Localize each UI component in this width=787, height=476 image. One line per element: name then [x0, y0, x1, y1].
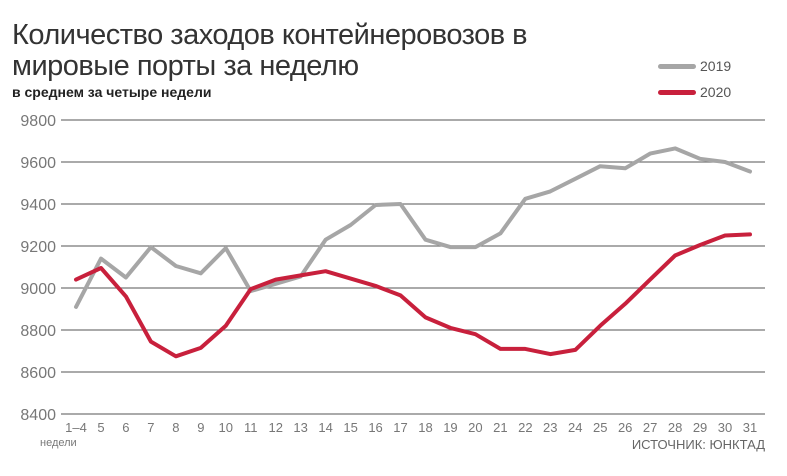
x-tick-label: 12: [268, 420, 282, 435]
x-tick-label: 21: [493, 420, 507, 435]
x-tick-label: 25: [593, 420, 607, 435]
y-tick-label: 9000: [20, 281, 56, 298]
x-tick-label: 26: [618, 420, 632, 435]
x-tick-label: 27: [643, 420, 657, 435]
y-tick-label: 9200: [20, 239, 56, 256]
y-tick-label: 8800: [20, 323, 56, 340]
x-tick-label: 6: [122, 420, 129, 435]
y-tick-label: 9400: [20, 197, 56, 214]
x-tick-label: 23: [543, 420, 557, 435]
x-tick-label: 7: [147, 420, 154, 435]
x-tick-label: 13: [293, 420, 307, 435]
legend-label: 2019: [700, 58, 732, 74]
x-tick-label: 5: [97, 420, 104, 435]
y-tick-label: 8600: [20, 365, 56, 382]
x-tick-label: 20: [468, 420, 482, 435]
legend-label: 2020: [700, 84, 732, 100]
x-tick-label: 15: [343, 420, 357, 435]
x-tick-label: 30: [718, 420, 732, 435]
legend-item-2019: 2019: [658, 58, 731, 74]
x-tick-label: 17: [393, 420, 407, 435]
legend-swatch-2019: [658, 63, 696, 69]
x-tick-label: 29: [693, 420, 707, 435]
x-tick-label: 14: [318, 420, 332, 435]
x-tick-label: 10: [219, 420, 233, 435]
x-tick-label: 16: [368, 420, 382, 435]
legend-swatch-2020: [658, 89, 696, 95]
series-line-2020: [74, 232, 752, 359]
series-line-2019: [74, 146, 752, 309]
x-tick-label: 8: [172, 420, 179, 435]
chart-title: Количество заходов контейнеровозов в мир…: [12, 19, 528, 82]
legend-item-2020: 2020: [658, 84, 731, 100]
x-tick-label: 18: [418, 420, 432, 435]
x-tick-label: 11: [244, 420, 258, 435]
x-tick-label: 19: [443, 420, 457, 435]
x-tick-label: 22: [518, 420, 532, 435]
x-tick-label: 24: [568, 420, 582, 435]
x-tick-label: 1–4: [65, 420, 87, 435]
y-tick-label: 8400: [20, 407, 56, 424]
y-tick-label: 9800: [20, 113, 56, 130]
x-tick-label: 31: [743, 420, 757, 435]
source-note: ИСТОЧНИК: ЮНКТАД: [631, 437, 765, 452]
chart-subtitle: в среднем за четыре недели: [12, 84, 212, 100]
x-axis-label: недели: [40, 437, 77, 449]
y-tick-label: 9600: [20, 155, 56, 172]
x-tick-label: 9: [197, 420, 204, 435]
x-tick-label: 28: [668, 420, 682, 435]
